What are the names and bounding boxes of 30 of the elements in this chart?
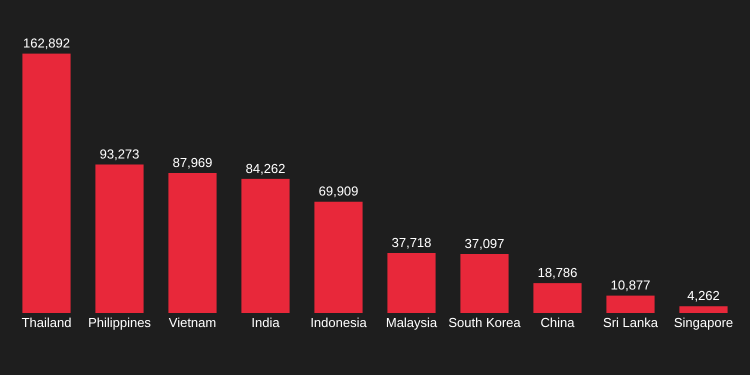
x-tick-label: Indonesia (310, 315, 368, 330)
bar (533, 283, 582, 313)
data-label: 18,786 (538, 265, 578, 280)
x-tick-label: Thailand (22, 315, 72, 330)
x-tick-label: South Korea (448, 315, 522, 330)
data-label: 37,718 (392, 234, 432, 250)
bar (606, 296, 655, 313)
bar (387, 252, 436, 313)
bar (241, 178, 290, 313)
x-tick-label: Sri Lanka (603, 315, 659, 330)
bar (95, 164, 144, 313)
data-label: 37,097 (464, 236, 504, 251)
data-label: 87,969 (172, 154, 212, 170)
bar (314, 202, 363, 313)
data-label: 10,877 (610, 278, 650, 293)
data-label: 93,273 (100, 146, 140, 162)
x-tick-label: Philippines (88, 315, 152, 330)
x-tick-label: China (540, 315, 576, 330)
data-label: 4,262 (687, 288, 720, 304)
data-label: 162,892 (23, 36, 70, 51)
bar (22, 54, 71, 313)
bar (168, 172, 217, 313)
data-label: 69,909 (318, 184, 358, 199)
x-tick-label: Malaysia (386, 315, 438, 330)
x-tick-label: Singapore (674, 315, 734, 330)
data-label: 84,262 (246, 160, 286, 176)
x-tick-label: Vietnam (168, 315, 216, 330)
bar (679, 306, 728, 313)
bar (460, 254, 509, 313)
x-tick-label: India (251, 315, 280, 330)
